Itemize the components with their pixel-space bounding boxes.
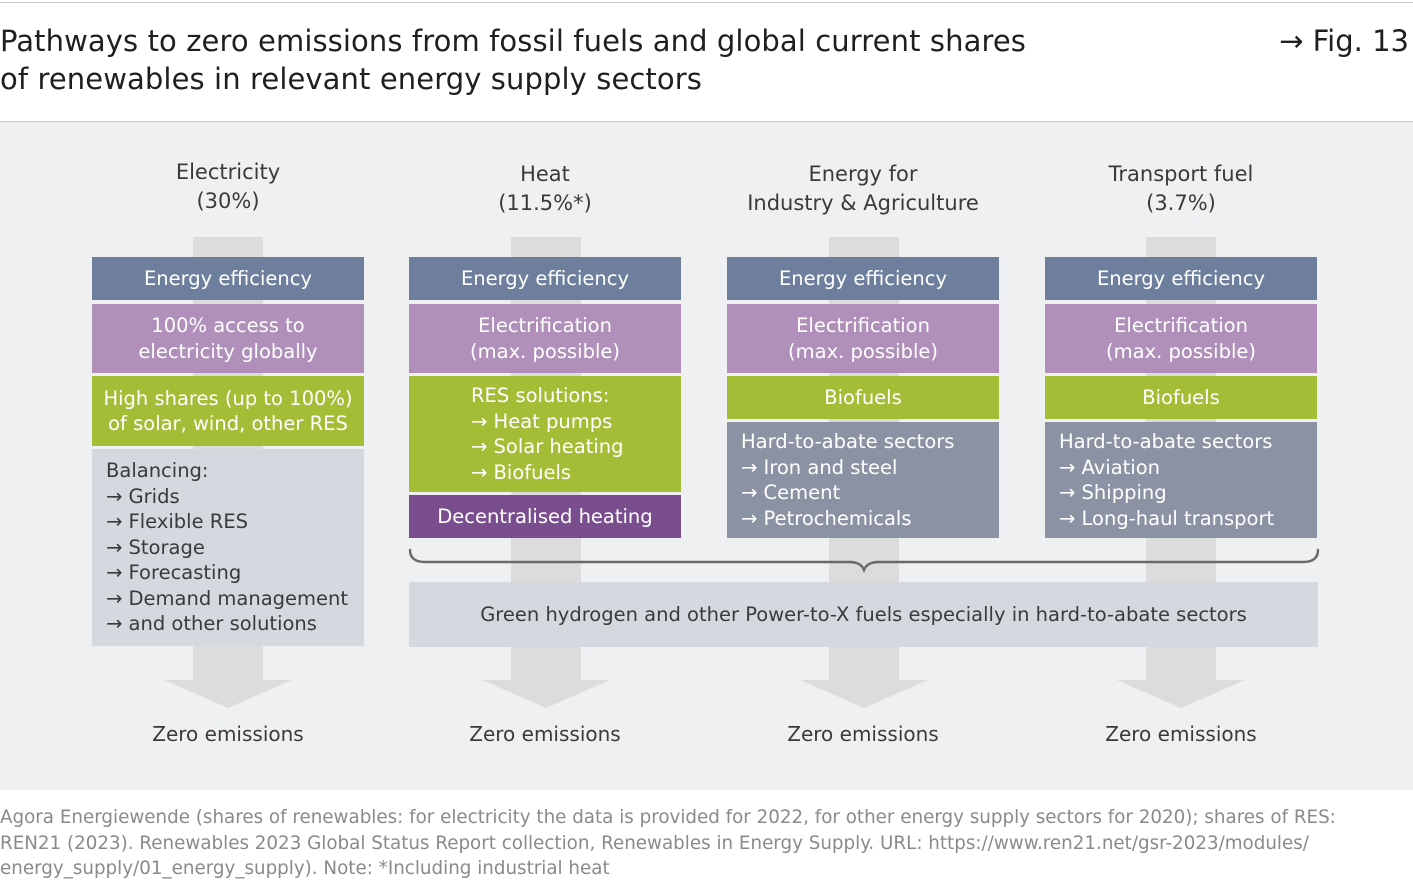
- decentralised-heating-box: Decentralised heating: [409, 495, 681, 538]
- list-item: → Aviation: [1059, 455, 1160, 479]
- hard-to-abate-box: Hard-to-abate sectors → Aviation → Shipp…: [1045, 422, 1317, 538]
- box-line: (max. possible): [788, 339, 938, 363]
- zero-emissions-label: Zero emissions: [152, 722, 304, 746]
- energy-efficiency-box: Energy efficiency: [1045, 257, 1317, 300]
- box-line: (max. possible): [1106, 339, 1256, 363]
- electrification-box: Electrification (max. possible): [1045, 304, 1317, 373]
- column-title: Energy for: [808, 162, 918, 186]
- biofuels-box: Biofuels: [1045, 376, 1317, 419]
- electrification-box: Electrification (max. possible): [409, 304, 681, 373]
- figure-title: Pathways to zero emissions from fossil f…: [0, 22, 1120, 98]
- footer-line: energy_supply/01_energy_supply). Note: *…: [0, 858, 610, 879]
- box-line: Electrification: [478, 314, 612, 337]
- column-title: Heat: [520, 162, 570, 186]
- list-item: → Biofuels: [471, 460, 572, 484]
- list-item: → Grids: [106, 484, 180, 508]
- electrification-box: 100% access to electricity globally: [92, 304, 364, 373]
- down-arrow-head: [482, 680, 610, 708]
- box-label: Biofuels: [824, 385, 902, 409]
- list-item: → Cement: [741, 481, 841, 504]
- list-item: → Demand management: [106, 586, 349, 610]
- column-header-heat: Heat (11.5%*): [409, 160, 681, 218]
- top-rule: [0, 2, 1413, 3]
- column-share: (30%): [196, 189, 260, 213]
- box-label: Energy efficiency: [778, 266, 948, 290]
- column-title: Transport fuel: [1108, 162, 1254, 186]
- list-item: → and other solutions: [106, 612, 317, 636]
- footer-line: REN21 (2023). Renewables 2023 Global Sta…: [0, 832, 1309, 854]
- box-label: Energy efficiency: [460, 266, 630, 290]
- box-line: 100% access to: [151, 314, 305, 337]
- figure-number-link[interactable]: → Fig. 13: [1279, 24, 1409, 58]
- box-line: Electrification: [796, 314, 930, 337]
- list-item: RES solutions:: [471, 384, 610, 407]
- down-arrow-head: [1117, 680, 1245, 708]
- column-subtitle: Industry & Agriculture: [747, 191, 979, 215]
- list-item: → Heat pumps: [471, 409, 613, 433]
- column-header-electricity: Electricity (30%): [92, 158, 364, 216]
- column-share: (3.7%): [1146, 191, 1216, 215]
- list-item: → Shipping: [1059, 481, 1167, 504]
- list-item: Hard-to-abate sectors: [1059, 430, 1273, 453]
- down-arrow-head: [800, 680, 928, 708]
- list-item: → Solar heating: [471, 435, 624, 458]
- list-item: → Storage: [106, 535, 205, 559]
- box-line: Electrification: [1114, 314, 1248, 337]
- zero-emissions-label: Zero emissions: [469, 722, 621, 746]
- zero-emissions-label: Zero emissions: [1105, 722, 1257, 746]
- box-line: High shares (up to 100%): [103, 386, 353, 410]
- column-header-transport: Transport fuel (3.7%): [1045, 160, 1317, 218]
- box-label: Green hydrogen and other Power-to-X fuel…: [480, 603, 1247, 626]
- green-hydrogen-box: Green hydrogen and other Power-to-X fuel…: [409, 582, 1318, 647]
- box-label: Energy efficiency: [1096, 266, 1266, 290]
- renewables-box: High shares (up to 100%) of solar, wind,…: [92, 376, 364, 446]
- box-label: Energy efficiency: [143, 266, 313, 290]
- list-item: → Long-haul transport: [1059, 506, 1275, 530]
- biofuels-box: Biofuels: [727, 376, 999, 419]
- column-title: Electricity: [175, 160, 281, 184]
- zero-emissions-label: Zero emissions: [787, 722, 939, 746]
- source-note: Agora Energiewende (shares of renewables…: [0, 805, 1413, 882]
- list-item: Hard-to-abate sectors: [741, 430, 955, 453]
- column-header-industry: Energy for Industry & Agriculture: [727, 160, 999, 218]
- box-line: electricity globally: [138, 339, 318, 363]
- curly-brace: [408, 548, 1320, 574]
- down-arrow-head: [164, 680, 292, 708]
- list-item: → Forecasting: [106, 561, 242, 585]
- balancing-box: Balancing: → Grids → Flexible RES → Stor…: [92, 449, 364, 646]
- energy-efficiency-box: Energy efficiency: [409, 257, 681, 300]
- hard-to-abate-box: Hard-to-abate sectors → Iron and steel →…: [727, 422, 999, 538]
- energy-efficiency-box: Energy efficiency: [727, 257, 999, 300]
- title-line-1: Pathways to zero emissions from fossil f…: [0, 24, 1026, 58]
- list-item: → Flexible RES: [106, 510, 249, 534]
- box-line: of solar, wind, other RES: [108, 412, 348, 435]
- box-label: Decentralised heating: [437, 504, 653, 528]
- res-solutions-box: RES solutions: → Heat pumps → Solar heat…: [409, 376, 681, 492]
- list-item: → Petrochemicals: [741, 506, 912, 530]
- list-item: → Iron and steel: [741, 455, 898, 479]
- title-line-2: of renewables in relevant energy supply …: [0, 62, 702, 96]
- energy-efficiency-box: Energy efficiency: [92, 257, 364, 300]
- column-share: (11.5%*): [498, 191, 592, 215]
- electrification-box: Electrification (max. possible): [727, 304, 999, 373]
- box-line: (max. possible): [470, 339, 620, 363]
- box-label: Biofuels: [1142, 385, 1220, 409]
- list-item: Balancing:: [106, 459, 209, 483]
- footer-line: Agora Energiewende (shares of renewables…: [0, 807, 1336, 828]
